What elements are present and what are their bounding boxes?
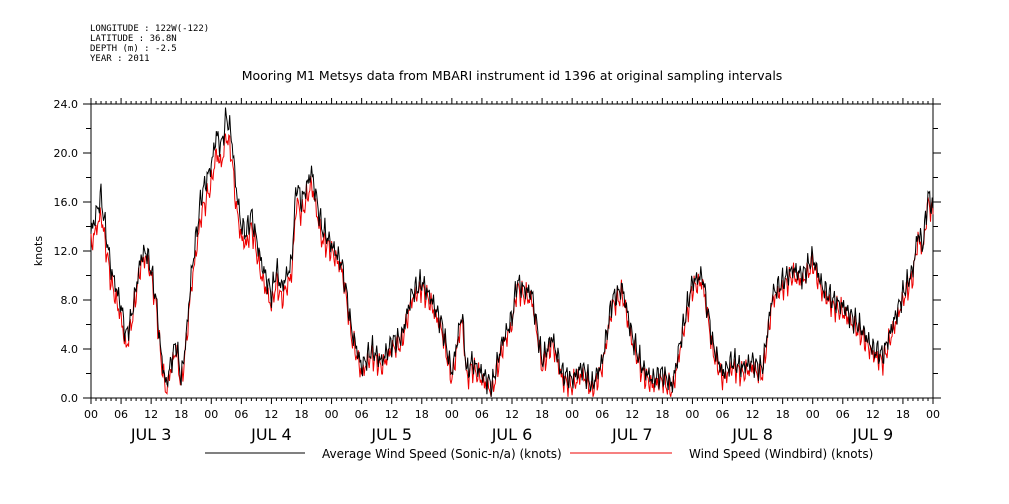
x-tick-labels: 00 06 12 18 00 06 12 18 00 06 12 18 00 06 12 18 00 06 12 18… <box>84 408 940 421</box>
y-tick-label: 4.0 <box>61 343 79 356</box>
longitude-label: LONGITUDE : 122W(-122) <box>90 24 209 34</box>
x-tick-label: 00 <box>84 408 98 421</box>
day-label: JUL 3 <box>130 425 172 444</box>
y-tick-label: 16.0 <box>54 196 79 209</box>
x-tick-label: 06 <box>716 408 730 421</box>
day-labels: JUL 3 JUL 4 JUL 5 JUL 6 JUL 7 JUL 8 JUL 9 <box>130 425 893 444</box>
x-tick-label: 00 <box>926 408 940 421</box>
depth-label: DEPTH (m) : -2.5 <box>90 44 177 54</box>
x-tick-label: 06 <box>114 408 128 421</box>
x-tick-label: 12 <box>144 408 158 421</box>
x-tick-label: 00 <box>204 408 218 421</box>
x-tick-label: 18 <box>655 408 669 421</box>
x-tick-label: 12 <box>625 408 639 421</box>
y-tick-label: 8.0 <box>61 294 79 307</box>
legend-label-average-wind: Average Wind Speed (Sonic-n/a) (knots) <box>322 447 562 461</box>
y-tick-label: 0.0 <box>61 392 79 405</box>
day-label: JUL 6 <box>491 425 533 444</box>
day-label: JUL 9 <box>852 425 894 444</box>
axis-ticks <box>83 98 941 404</box>
x-tick-label: 12 <box>264 408 278 421</box>
x-tick-label: 00 <box>445 408 459 421</box>
series-lines <box>90 107 934 397</box>
x-tick-label: 18 <box>896 408 910 421</box>
metadata-block: LONGITUDE : 122W(-122) LATITUDE : 36.8N … <box>90 24 209 64</box>
y-axis-label: knots <box>32 236 45 266</box>
x-tick-label: 06 <box>836 408 850 421</box>
plot-frame <box>90 103 934 399</box>
x-tick-label: 18 <box>535 408 549 421</box>
series-line-average-wind <box>90 107 934 397</box>
day-label: JUL 7 <box>611 425 653 444</box>
year-label: YEAR : 2011 <box>90 54 150 64</box>
y-tick-labels: 0.0 4.0 8.0 12.0 16.0 20.0 24.0 <box>54 98 79 405</box>
day-label: JUL 4 <box>250 425 292 444</box>
y-tick-label: 12.0 <box>54 245 79 258</box>
x-tick-label: 06 <box>475 408 489 421</box>
x-tick-label: 18 <box>776 408 790 421</box>
x-tick-label: 12 <box>385 408 399 421</box>
y-tick-label: 24.0 <box>54 98 79 111</box>
chart-title: Mooring M1 Metsys data from MBARI instru… <box>242 68 783 83</box>
y-tick-label: 20.0 <box>54 147 79 160</box>
x-tick-label: 00 <box>325 408 339 421</box>
latitude-label: LATITUDE : 36.8N <box>90 34 177 44</box>
day-label: JUL 5 <box>370 425 412 444</box>
day-label: JUL 8 <box>731 425 773 444</box>
x-tick-label: 06 <box>595 408 609 421</box>
x-tick-label: 12 <box>746 408 760 421</box>
x-tick-label: 12 <box>866 408 880 421</box>
x-tick-label: 18 <box>295 408 309 421</box>
legend-label-windbird: Wind Speed (Windbird) (knots) <box>689 447 873 461</box>
x-tick-label: 00 <box>806 408 820 421</box>
x-tick-label: 00 <box>685 408 699 421</box>
x-tick-label: 00 <box>565 408 579 421</box>
legend: Average Wind Speed (Sonic-n/a) (knots) W… <box>205 447 873 461</box>
x-tick-label: 06 <box>234 408 248 421</box>
x-tick-label: 12 <box>505 408 519 421</box>
x-tick-label: 18 <box>415 408 429 421</box>
x-tick-label: 18 <box>174 408 188 421</box>
series-line-windbird <box>90 133 934 397</box>
x-tick-label: 06 <box>355 408 369 421</box>
